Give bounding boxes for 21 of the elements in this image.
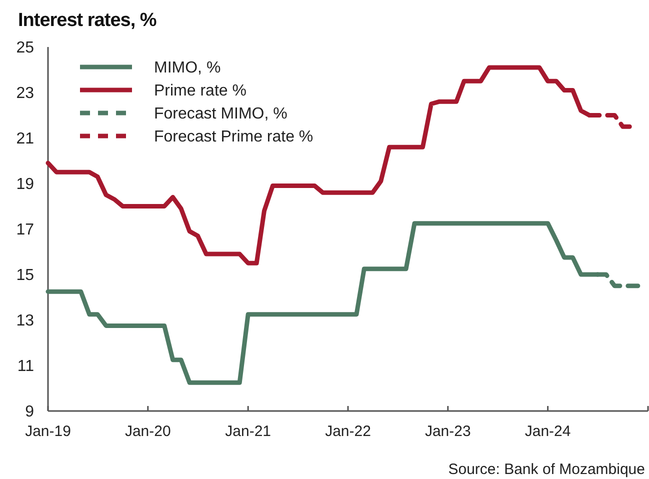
x-tick-label: Jan-22 bbox=[325, 423, 371, 440]
legend-label: MIMO, % bbox=[154, 60, 221, 77]
x-tick-label: Jan-19 bbox=[25, 423, 71, 440]
chart-title: Interest rates, % bbox=[18, 10, 157, 31]
x-tick-label: Jan-20 bbox=[124, 423, 171, 440]
x-tick-label: Jan-21 bbox=[225, 423, 272, 440]
y-tick-label: 23 bbox=[16, 85, 34, 102]
x-tick-label: Jan-23 bbox=[424, 423, 471, 440]
y-tick-label: 21 bbox=[16, 130, 34, 148]
legend-label: Prime rate % bbox=[154, 82, 246, 100]
y-tick-label: 9 bbox=[25, 404, 34, 421]
source-note: Source: Bank of Mozambique bbox=[448, 461, 645, 478]
y-tick-label: 13 bbox=[16, 312, 34, 330]
legend-label: Forecast Prime rate % bbox=[154, 128, 314, 146]
y-tick-label: 11 bbox=[17, 358, 34, 376]
legend-label: Forecast MIMO, % bbox=[154, 106, 288, 123]
y-tick-label: 25 bbox=[16, 40, 34, 57]
y-tick-label: 19 bbox=[16, 176, 34, 194]
x-tick-label: Jan-24 bbox=[524, 423, 571, 440]
y-tick-label: 17 bbox=[16, 222, 34, 239]
y-tick-label: 15 bbox=[16, 267, 34, 284]
